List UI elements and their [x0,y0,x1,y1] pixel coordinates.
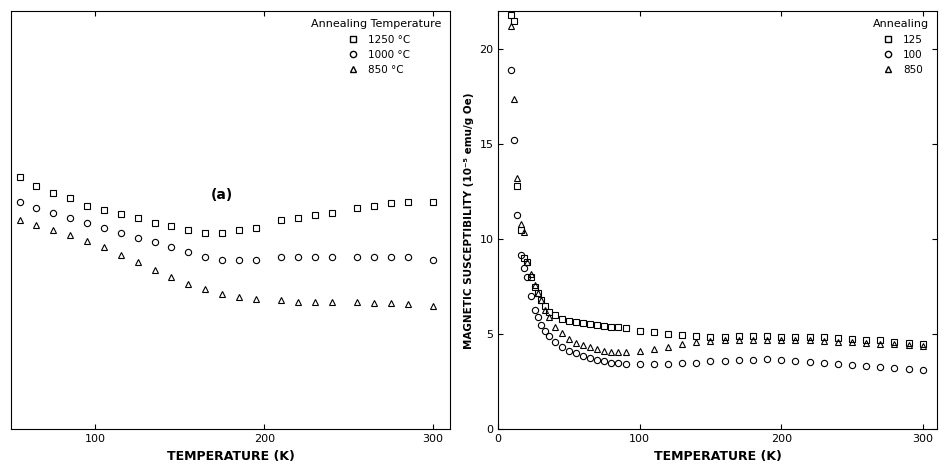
Text: (a): (a) [210,188,233,202]
Legend: 125, 100, 850: 125, 100, 850 [869,16,932,78]
X-axis label: TEMPERATURE (K): TEMPERATURE (K) [167,450,295,463]
Y-axis label: MAGNETIC SUSCEPTIBILITY (10⁻⁵ emu/g Oe): MAGNETIC SUSCEPTIBILITY (10⁻⁵ emu/g Oe) [464,92,474,348]
Legend: 1250 °C, 1000 °C, 850 °C: 1250 °C, 1000 °C, 850 °C [308,16,445,78]
X-axis label: TEMPERATURE (K): TEMPERATURE (K) [653,450,781,463]
